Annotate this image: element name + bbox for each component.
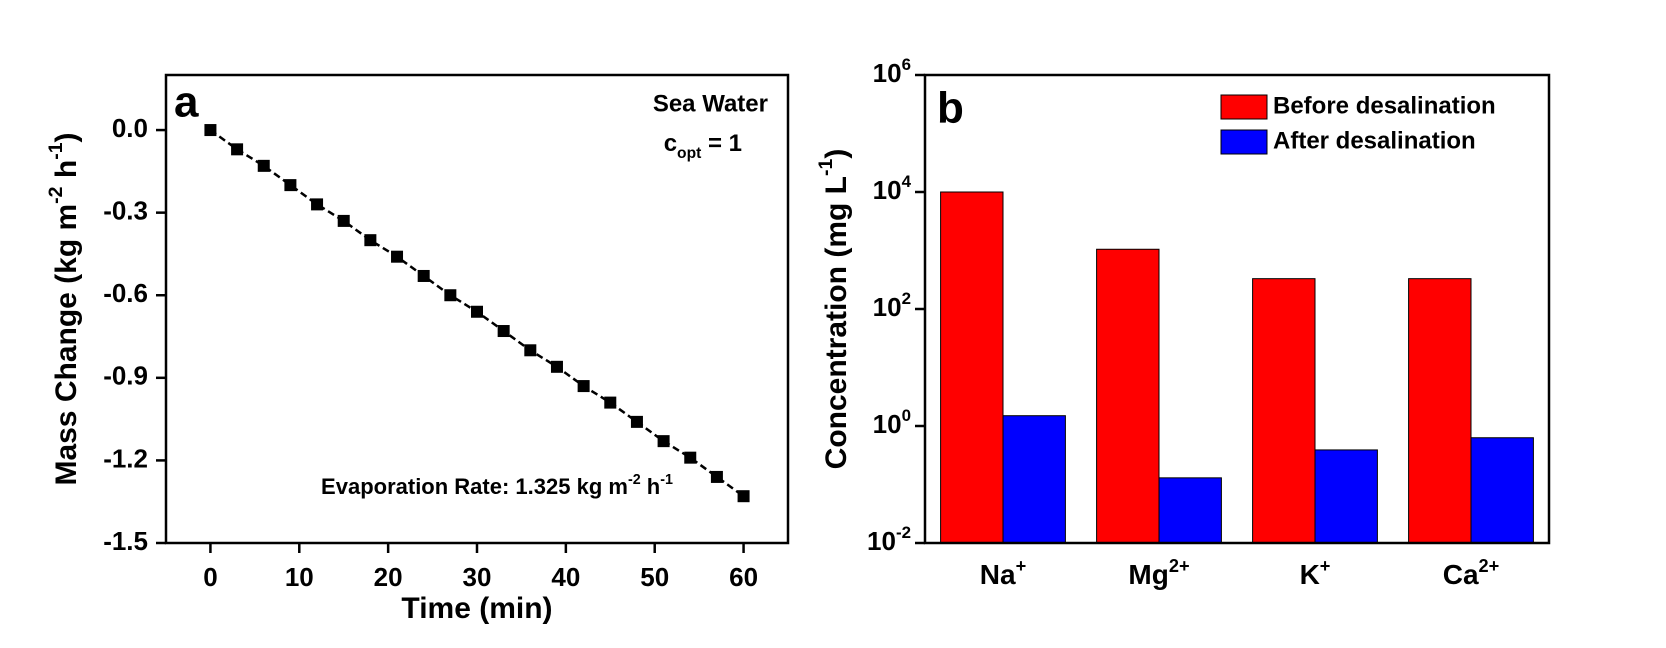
data-point bbox=[604, 396, 617, 409]
x-tick-label: 10 bbox=[285, 562, 314, 592]
x-tick-label-part: Ca bbox=[1443, 559, 1479, 590]
x-tick-label-part: Mg bbox=[1128, 559, 1168, 590]
x-tick-label: 20 bbox=[374, 562, 403, 592]
data-point bbox=[630, 415, 643, 428]
y-tick-label: -1.2 bbox=[103, 443, 148, 473]
y-axis-title-part: Concentration (mg L bbox=[820, 176, 853, 469]
y-axis-title-part: -1 bbox=[815, 159, 837, 176]
annotation-part: c bbox=[664, 130, 677, 157]
data-point bbox=[391, 250, 404, 263]
y-tick-label: 10-2 bbox=[867, 523, 911, 556]
data-point bbox=[684, 451, 697, 464]
y-tick-label: 102 bbox=[873, 289, 911, 322]
data-point bbox=[364, 234, 377, 247]
x-tick-label-part: Na bbox=[980, 559, 1016, 590]
x-tick-label-part: + bbox=[1320, 556, 1331, 576]
panel-label: a bbox=[174, 78, 199, 127]
x-tick-label: K+ bbox=[1300, 556, 1331, 591]
x-tick-label-part: 2+ bbox=[1169, 556, 1190, 576]
x-axis-title: Time (min) bbox=[401, 592, 552, 625]
annotation-part: = 1 bbox=[701, 130, 742, 157]
x-tick-label: 40 bbox=[551, 562, 580, 592]
y-axis-title: Concentration (mg L-1) bbox=[815, 149, 853, 470]
annotation: copt = 1 bbox=[664, 130, 742, 161]
y-tick-label: 0.0 bbox=[112, 113, 148, 143]
y-tick-label-part: 10 bbox=[867, 526, 896, 556]
data-point bbox=[257, 159, 270, 172]
y-tick-label-part: 2 bbox=[902, 289, 911, 308]
y-axis-title: Mass Change (kg m-2 h-1) bbox=[45, 132, 83, 485]
legend-label: Before desalination bbox=[1273, 92, 1496, 119]
x-tick-label-part: K bbox=[1300, 559, 1320, 590]
data-point bbox=[710, 470, 723, 483]
y-tick-label: -0.3 bbox=[103, 196, 148, 226]
data-point bbox=[417, 269, 430, 282]
annotation-part: -1 bbox=[660, 472, 673, 488]
x-tick-label: 30 bbox=[463, 562, 492, 592]
x-tick-label: Ca2+ bbox=[1443, 556, 1500, 591]
y-tick-label: 104 bbox=[873, 172, 912, 205]
y-axis-title-part: h bbox=[50, 160, 83, 187]
data-point bbox=[524, 344, 537, 357]
annotation-part: Evaporation Rate: 1.325 kg m bbox=[321, 474, 628, 499]
legend-swatch bbox=[1220, 129, 1268, 155]
x-tick-label: Mg2+ bbox=[1128, 556, 1189, 591]
data-point bbox=[471, 305, 483, 318]
y-tick-label-part: 10 bbox=[873, 175, 902, 205]
x-tick-label-part: + bbox=[1016, 556, 1027, 576]
y-axis-title-part: Mass Change (kg m bbox=[50, 204, 83, 486]
y-axis-title-part: ) bbox=[50, 132, 83, 142]
panel-label: b bbox=[937, 84, 964, 133]
y-tick-label: 100 bbox=[873, 406, 911, 439]
y-tick-label: -1.5 bbox=[103, 526, 148, 556]
bar bbox=[1096, 248, 1160, 544]
data-point bbox=[657, 435, 670, 448]
data-point bbox=[550, 360, 563, 373]
bar bbox=[1252, 278, 1316, 544]
data-point bbox=[204, 124, 217, 137]
bar bbox=[1314, 449, 1378, 544]
y-tick-label: 106 bbox=[873, 55, 911, 88]
bar bbox=[1408, 278, 1472, 544]
y-tick-label: -0.6 bbox=[103, 278, 148, 308]
annotation: Sea Water bbox=[653, 90, 768, 117]
y-tick-label-part: 10 bbox=[873, 58, 902, 88]
y-axis-title-part: -1 bbox=[45, 142, 67, 159]
y-tick-label-part: -2 bbox=[896, 523, 911, 542]
x-tick-label-part: 2+ bbox=[1479, 556, 1500, 576]
y-axis-title-part: ) bbox=[820, 149, 853, 159]
x-tick-label: 60 bbox=[729, 562, 758, 592]
data-point bbox=[311, 198, 324, 211]
y-axis-title-part: -2 bbox=[45, 186, 67, 203]
y-tick-label-part: 10 bbox=[873, 409, 902, 439]
legend-swatch bbox=[1220, 94, 1268, 120]
annotation-part: -2 bbox=[628, 472, 641, 488]
y-tick-label-part: 0 bbox=[902, 406, 911, 425]
annotation-part: h bbox=[641, 474, 661, 499]
x-tick-label: 50 bbox=[640, 562, 669, 592]
data-point bbox=[337, 214, 350, 227]
data-point bbox=[444, 289, 457, 302]
annotation-part: opt bbox=[677, 145, 701, 162]
x-tick-label: Na+ bbox=[980, 556, 1026, 591]
legend-label: After desalination bbox=[1273, 127, 1476, 154]
bar bbox=[940, 191, 1004, 544]
data-point bbox=[284, 179, 297, 192]
data-point bbox=[577, 380, 590, 393]
bar bbox=[1470, 437, 1534, 544]
bar bbox=[1002, 415, 1066, 544]
y-tick-label: -0.9 bbox=[103, 361, 148, 391]
data-point bbox=[231, 143, 244, 156]
data-point bbox=[737, 490, 750, 503]
annotation: Evaporation Rate: 1.325 kg m-2 h-1 bbox=[321, 472, 673, 499]
data-point bbox=[497, 325, 510, 338]
x-tick-label: 0 bbox=[203, 562, 217, 592]
bar bbox=[1158, 477, 1222, 544]
y-tick-label-part: 6 bbox=[902, 55, 911, 74]
y-tick-label-part: 10 bbox=[873, 292, 902, 322]
y-tick-label-part: 4 bbox=[902, 172, 912, 191]
